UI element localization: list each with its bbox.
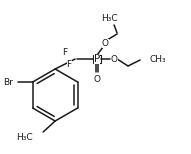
Text: F: F	[63, 47, 68, 57]
Text: H₃C: H₃C	[17, 132, 33, 142]
Text: H₃C: H₃C	[101, 14, 117, 22]
Text: O: O	[102, 38, 109, 47]
Bar	[93, 55, 101, 63]
Text: P: P	[94, 54, 100, 64]
Text: O: O	[111, 55, 118, 63]
Text: F: F	[67, 59, 72, 69]
Text: Br: Br	[3, 77, 13, 87]
Text: CH₃: CH₃	[149, 55, 166, 63]
Text: O: O	[94, 75, 101, 83]
